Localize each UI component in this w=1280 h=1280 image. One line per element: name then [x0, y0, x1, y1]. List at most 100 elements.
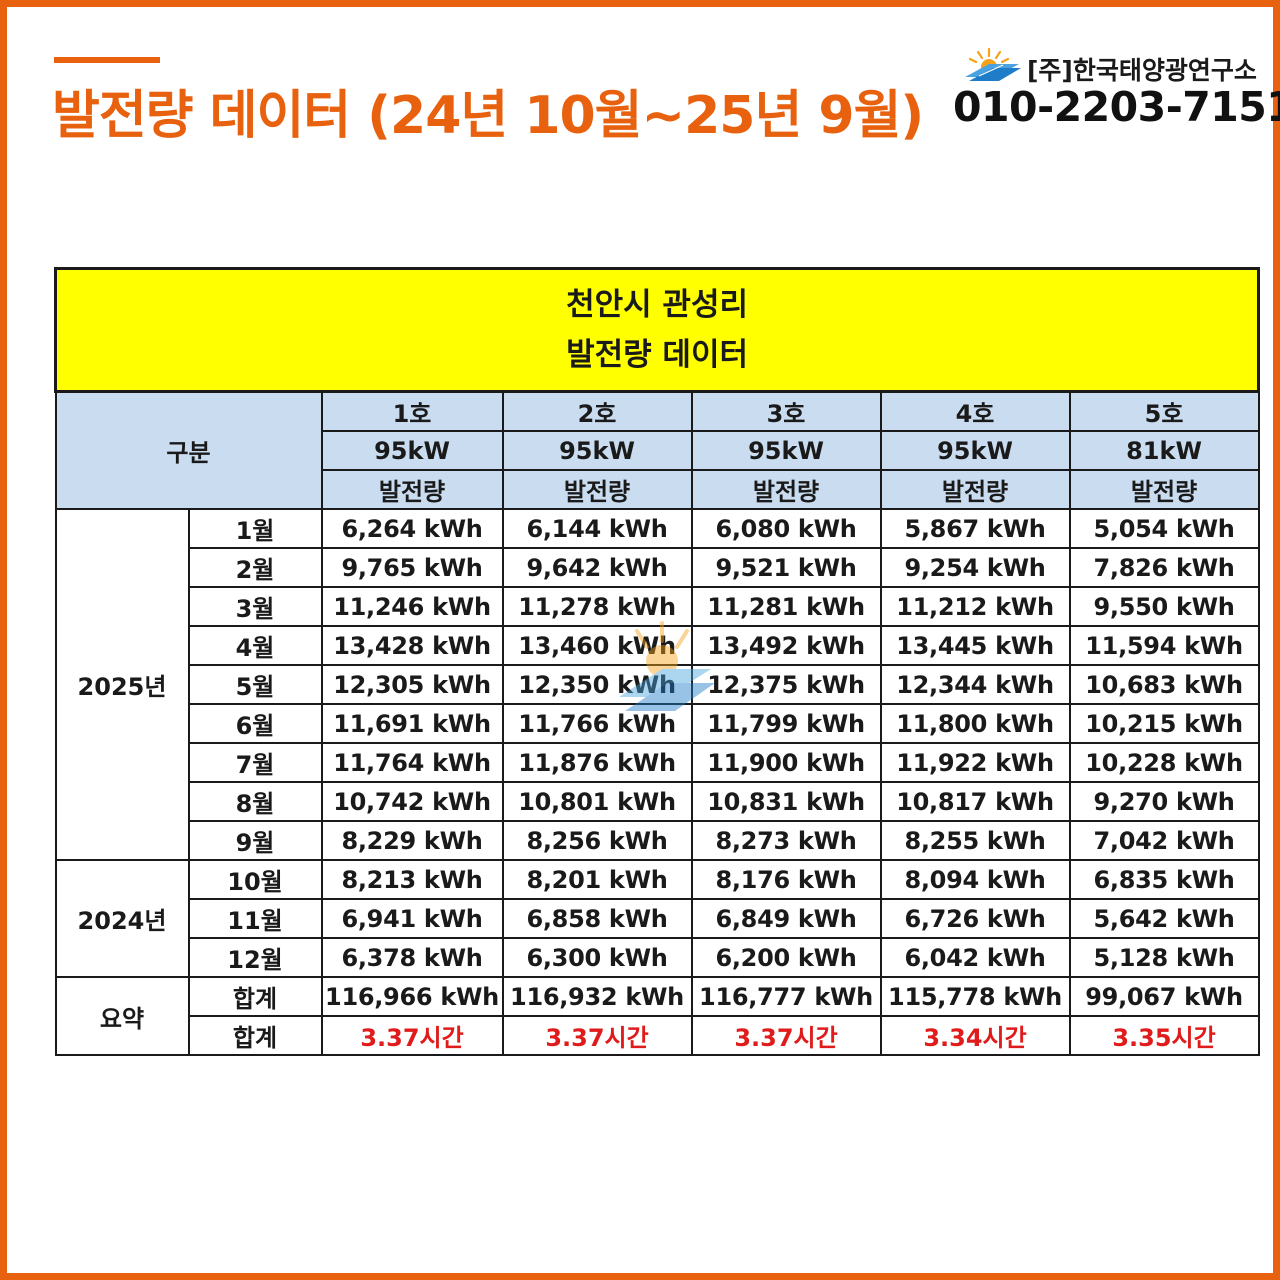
generation-value: 11,922 kWh — [879, 742, 1071, 783]
generation-value: 11,799 kWh — [690, 703, 882, 744]
generation-value: 11,876 kWh — [501, 742, 693, 783]
unit-capacity-header: 81kW — [1068, 430, 1260, 471]
generation-value: 10,801 kWh — [501, 781, 693, 822]
unit-metric-header: 발전량 — [879, 469, 1071, 510]
table-banner: 천안시 관성리 발전량 데이터 — [53, 267, 1261, 393]
generation-value: 11,800 kWh — [879, 703, 1071, 744]
month-label: 3월 — [187, 586, 323, 627]
summary-label: 요약 — [54, 976, 190, 1056]
month-label: 6월 — [187, 703, 323, 744]
generation-value: 10,215 kWh — [1068, 703, 1260, 744]
generation-value: 12,344 kWh — [879, 664, 1071, 705]
generation-value: 6,300 kWh — [501, 937, 693, 978]
category-header: 구분 — [54, 390, 323, 510]
unit-metric-header: 발전량 — [501, 469, 693, 510]
sun-solar-panel-icon — [965, 47, 1021, 81]
table-row: 3월 11,246 kWh 11,278 kWh 11,281 kWh 11,212 k… — [56, 586, 1260, 627]
generation-value: 10,817 kWh — [879, 781, 1071, 822]
generation-value: 12,350 kWh — [501, 664, 693, 705]
table-row: 2월 9,765 kWh 9,642 kWh 9,521 kWh 9,254 kWh 7,… — [56, 547, 1260, 588]
unit-name-header: 1호 — [320, 390, 504, 432]
year-label: 2024년 — [54, 859, 190, 978]
generation-value: 9,550 kWh — [1068, 586, 1260, 627]
generation-value: 12,375 kWh — [690, 664, 882, 705]
generation-value: 12,305 kWh — [320, 664, 504, 705]
generation-value: 10,831 kWh — [690, 781, 882, 822]
generation-value: 6,144 kWh — [501, 508, 693, 549]
generation-value: 13,428 kWh — [320, 625, 504, 666]
generation-value: 8,229 kWh — [320, 820, 504, 861]
table-row: 12월 6,378 kWh 6,300 kWh 6,200 kWh 6,042 kWh 5… — [56, 937, 1260, 978]
table-row: 7월 11,764 kWh 11,876 kWh 11,900 kWh 11,922 k… — [56, 742, 1260, 783]
generation-value: 11,212 kWh — [879, 586, 1071, 627]
generation-value: 5,642 kWh — [1068, 898, 1260, 939]
generation-value: 11,594 kWh — [1068, 625, 1260, 666]
generation-value: 6,858 kWh — [501, 898, 693, 939]
generation-value: 10,742 kWh — [320, 781, 504, 822]
banner-subtitle: 발전량 데이터 — [566, 337, 748, 373]
hours-value: 3.34시간 — [879, 1015, 1071, 1056]
unit-name-header: 3호 — [690, 390, 882, 432]
month-label: 11월 — [187, 898, 323, 939]
total-value: 116,777 kWh — [690, 976, 882, 1017]
generation-value: 9,642 kWh — [501, 547, 693, 588]
generation-value: 6,849 kWh — [690, 898, 882, 939]
unit-name-header: 5호 — [1068, 390, 1260, 432]
generation-value: 6,835 kWh — [1068, 859, 1260, 900]
month-label: 7월 — [187, 742, 323, 783]
generation-value: 11,691 kWh — [320, 703, 504, 744]
year-label: 2025년 — [54, 508, 190, 861]
total-value: 116,932 kWh — [501, 976, 693, 1017]
hours-label: 합계 — [187, 1015, 323, 1056]
summary-hours-row: 합계 3.37시간 3.37시간 3.37시간 3.34시간 3.35시간 — [56, 1015, 1260, 1056]
page-title: 발전량 데이터 (24년 10월~25년 9월) — [52, 86, 924, 146]
unit-capacity-header: 95kW — [690, 430, 882, 471]
generation-value: 5,128 kWh — [1068, 937, 1260, 978]
generation-value: 11,900 kWh — [690, 742, 882, 783]
generation-value: 6,080 kWh — [690, 508, 882, 549]
generation-value: 8,176 kWh — [690, 859, 882, 900]
generation-value: 9,765 kWh — [320, 547, 504, 588]
hours-value: 3.37시간 — [320, 1015, 504, 1056]
generation-value: 13,445 kWh — [879, 625, 1071, 666]
generation-value: 6,378 kWh — [320, 937, 504, 978]
table-row: 2025년 1월 6,264 kWh 6,144 kWh 6,080 kWh 5,867 … — [54, 508, 1260, 861]
generation-value: 8,273 kWh — [690, 820, 882, 861]
summary-total-row: 요약 합계 116,966 kWh 116,932 kWh 116,777 kWh 115… — [54, 976, 1260, 1056]
month-label: 1월 — [187, 508, 323, 549]
generation-value: 10,228 kWh — [1068, 742, 1260, 783]
generation-value: 6,726 kWh — [879, 898, 1071, 939]
total-value: 115,778 kWh — [879, 976, 1071, 1017]
total-value: 99,067 kWh — [1068, 976, 1260, 1017]
company-name: [주]한국태양광연구소 — [1027, 56, 1257, 85]
unit-capacity-header: 95kW — [501, 430, 693, 471]
generation-value: 11,766 kWh — [501, 703, 693, 744]
generation-value: 6,200 kWh — [690, 937, 882, 978]
generation-value: 8,094 kWh — [879, 859, 1071, 900]
generation-value: 9,270 kWh — [1068, 781, 1260, 822]
hours-value: 3.37시간 — [690, 1015, 882, 1056]
generation-value: 9,254 kWh — [879, 547, 1071, 588]
total-value: 116,966 kWh — [320, 976, 504, 1017]
generation-value: 8,255 kWh — [879, 820, 1071, 861]
generation-value: 7,042 kWh — [1068, 820, 1260, 861]
generation-value: 13,460 kWh — [501, 625, 693, 666]
table-row: 4월 13,428 kWh 13,460 kWh 13,492 kWh 13,445 k… — [56, 625, 1260, 666]
generation-value: 7,826 kWh — [1068, 547, 1260, 588]
unit-metric-header: 발전량 — [690, 469, 882, 510]
generation-value: 8,201 kWh — [501, 859, 693, 900]
hours-value: 3.35시간 — [1068, 1015, 1260, 1056]
month-label: 12월 — [187, 937, 323, 978]
generation-value: 8,213 kWh — [320, 859, 504, 900]
month-label: 8월 — [187, 781, 323, 822]
generation-value: 6,264 kWh — [320, 508, 504, 549]
generation-value: 8,256 kWh — [501, 820, 693, 861]
hours-value: 3.37시간 — [501, 1015, 693, 1056]
table-row: 11월 6,941 kWh 6,858 kWh 6,849 kWh 6,726 kWh 5… — [56, 898, 1260, 939]
month-label: 9월 — [187, 820, 323, 861]
generation-value: 11,764 kWh — [320, 742, 504, 783]
generation-value: 11,278 kWh — [501, 586, 693, 627]
generation-value: 13,492 kWh — [690, 625, 882, 666]
generation-value: 9,521 kWh — [690, 547, 882, 588]
table-row: 5월 12,305 kWh 12,350 kWh 12,375 kWh 12,344 k… — [56, 664, 1260, 705]
